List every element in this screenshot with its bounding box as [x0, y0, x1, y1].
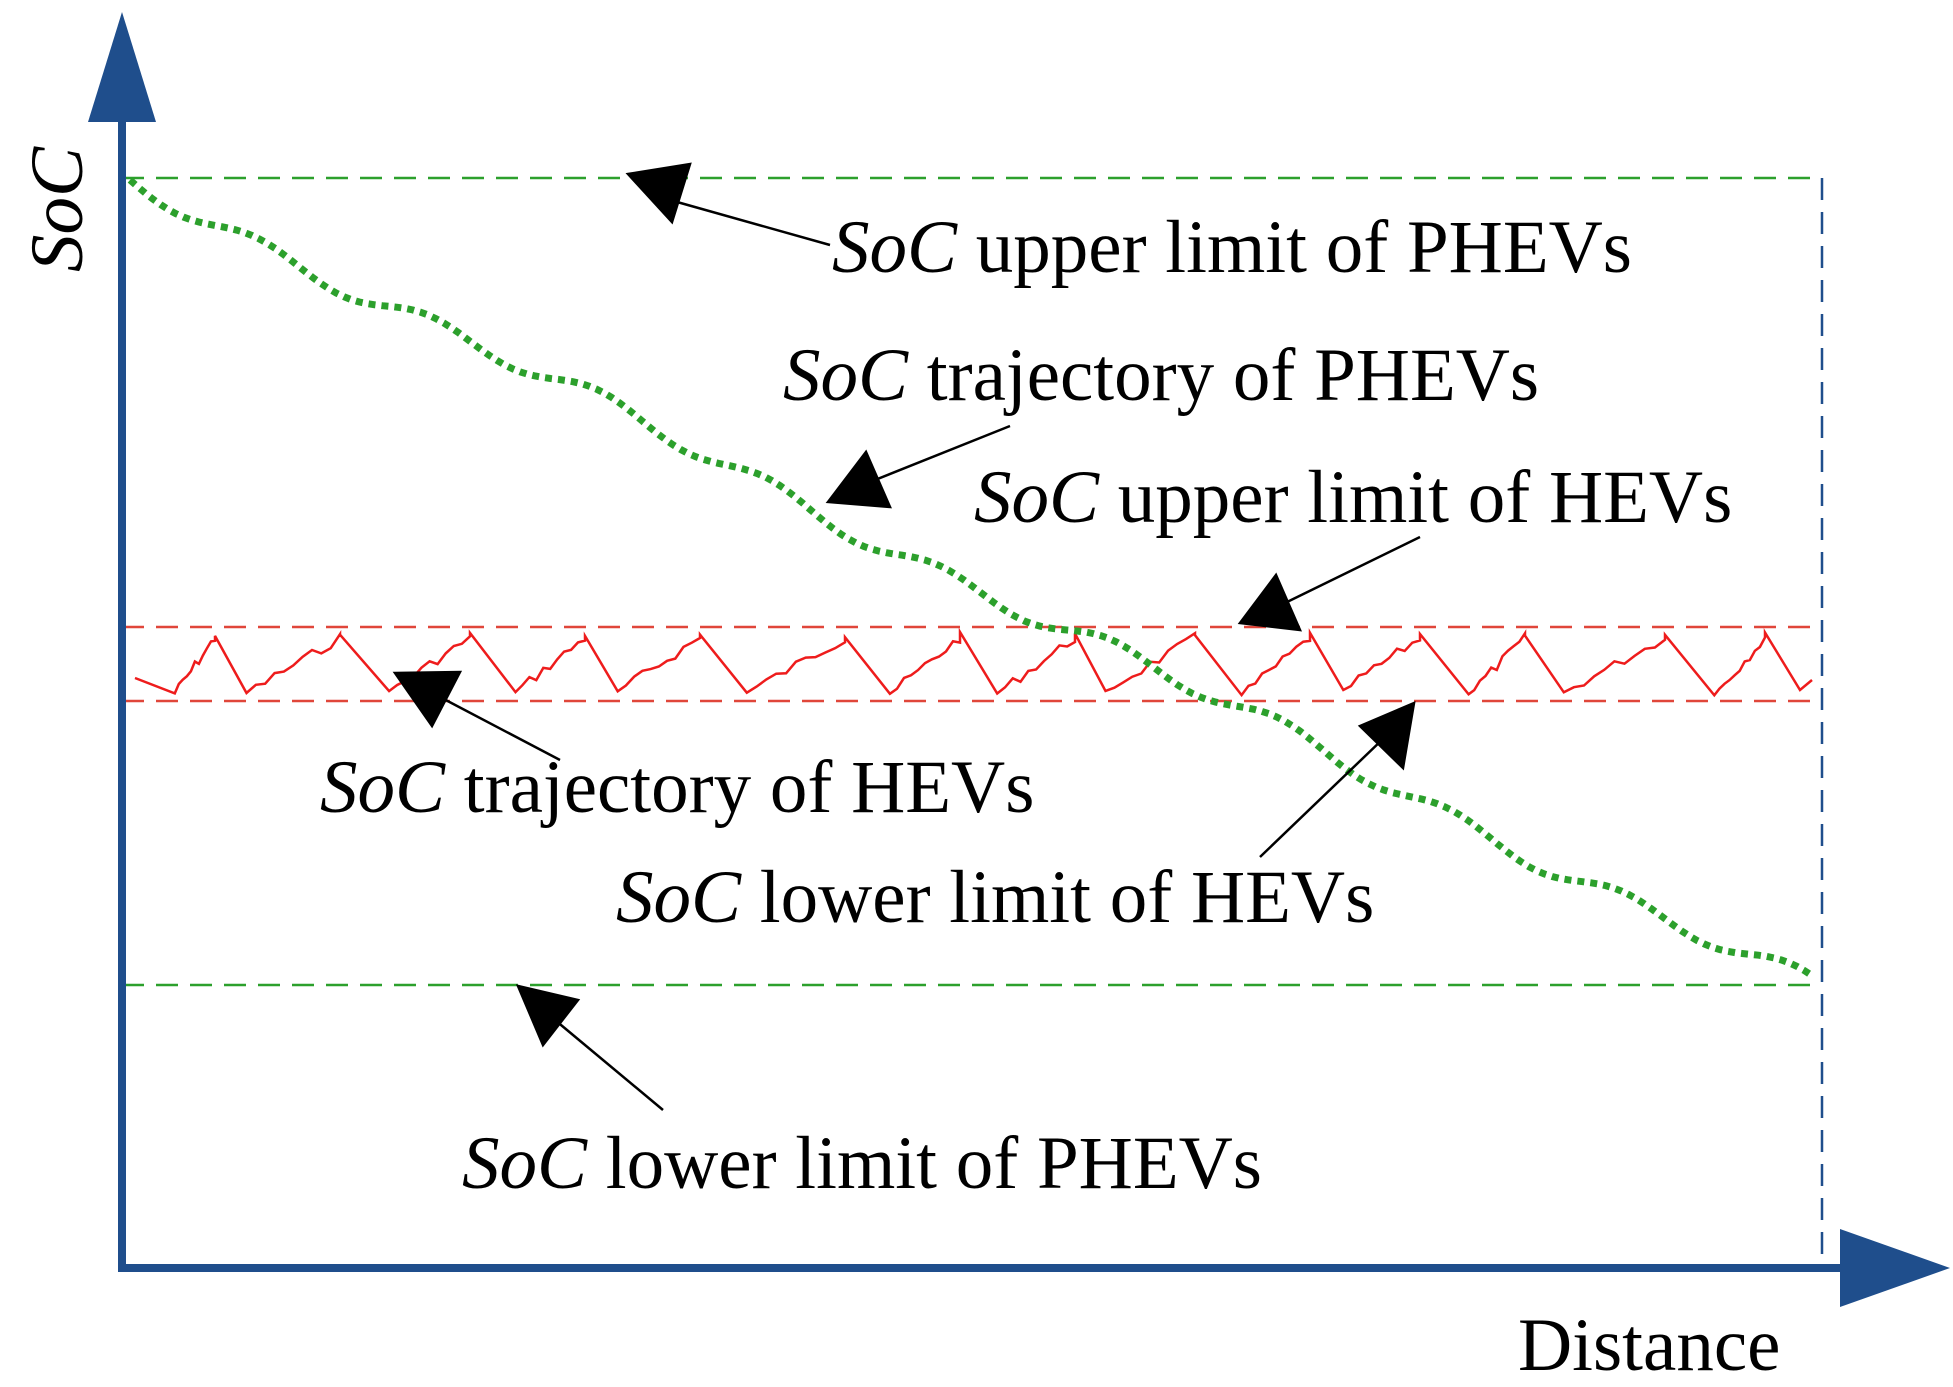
- arrow-hev-traj-shaft: [439, 695, 561, 762]
- phev-soc-trajectory: [127, 177, 1814, 979]
- label-phev-upper-limit: SoC upper limit of PHEVs: [832, 206, 1632, 289]
- arrow-phev-traj-shaft: [869, 424, 1011, 484]
- y-axis-arrowhead: [88, 12, 156, 122]
- arrow-hev-upper-head: [1237, 572, 1303, 632]
- arrow-hev-traj-head: [392, 670, 463, 729]
- hev-soc-trajectory: [134, 627, 1813, 698]
- label-hev-upper-limit: SoC upper limit of HEVs: [974, 456, 1732, 539]
- arrow-phev-traj-head: [825, 449, 892, 509]
- arrow-phev-upper-head: [625, 162, 692, 225]
- x-axis-label: Distance: [1518, 1304, 1780, 1382]
- arrow-hev-lower-shaft: [1259, 736, 1386, 858]
- label-phev-lower-limit: SoC lower limit of PHEVs: [462, 1122, 1262, 1205]
- y-axis-label: SoC: [16, 146, 99, 272]
- arrow-phev-lower-shaft: [554, 1019, 664, 1111]
- annotation-arrows: [392, 162, 1421, 1111]
- arrow-hev-upper-shaft: [1284, 535, 1421, 605]
- arrow-phev-upper-shaft: [669, 198, 831, 247]
- label-hev-lower-limit: SoC lower limit of HEVs: [616, 856, 1374, 939]
- label-phev-trajectory: SoC trajectory of PHEVs: [783, 334, 1539, 417]
- arrow-phev-lower-head: [515, 984, 581, 1048]
- label-hev-trajectory: SoC trajectory of HEVs: [320, 746, 1034, 829]
- arrow-hev-lower-head: [1357, 700, 1416, 771]
- x-axis-arrowhead: [1840, 1229, 1950, 1307]
